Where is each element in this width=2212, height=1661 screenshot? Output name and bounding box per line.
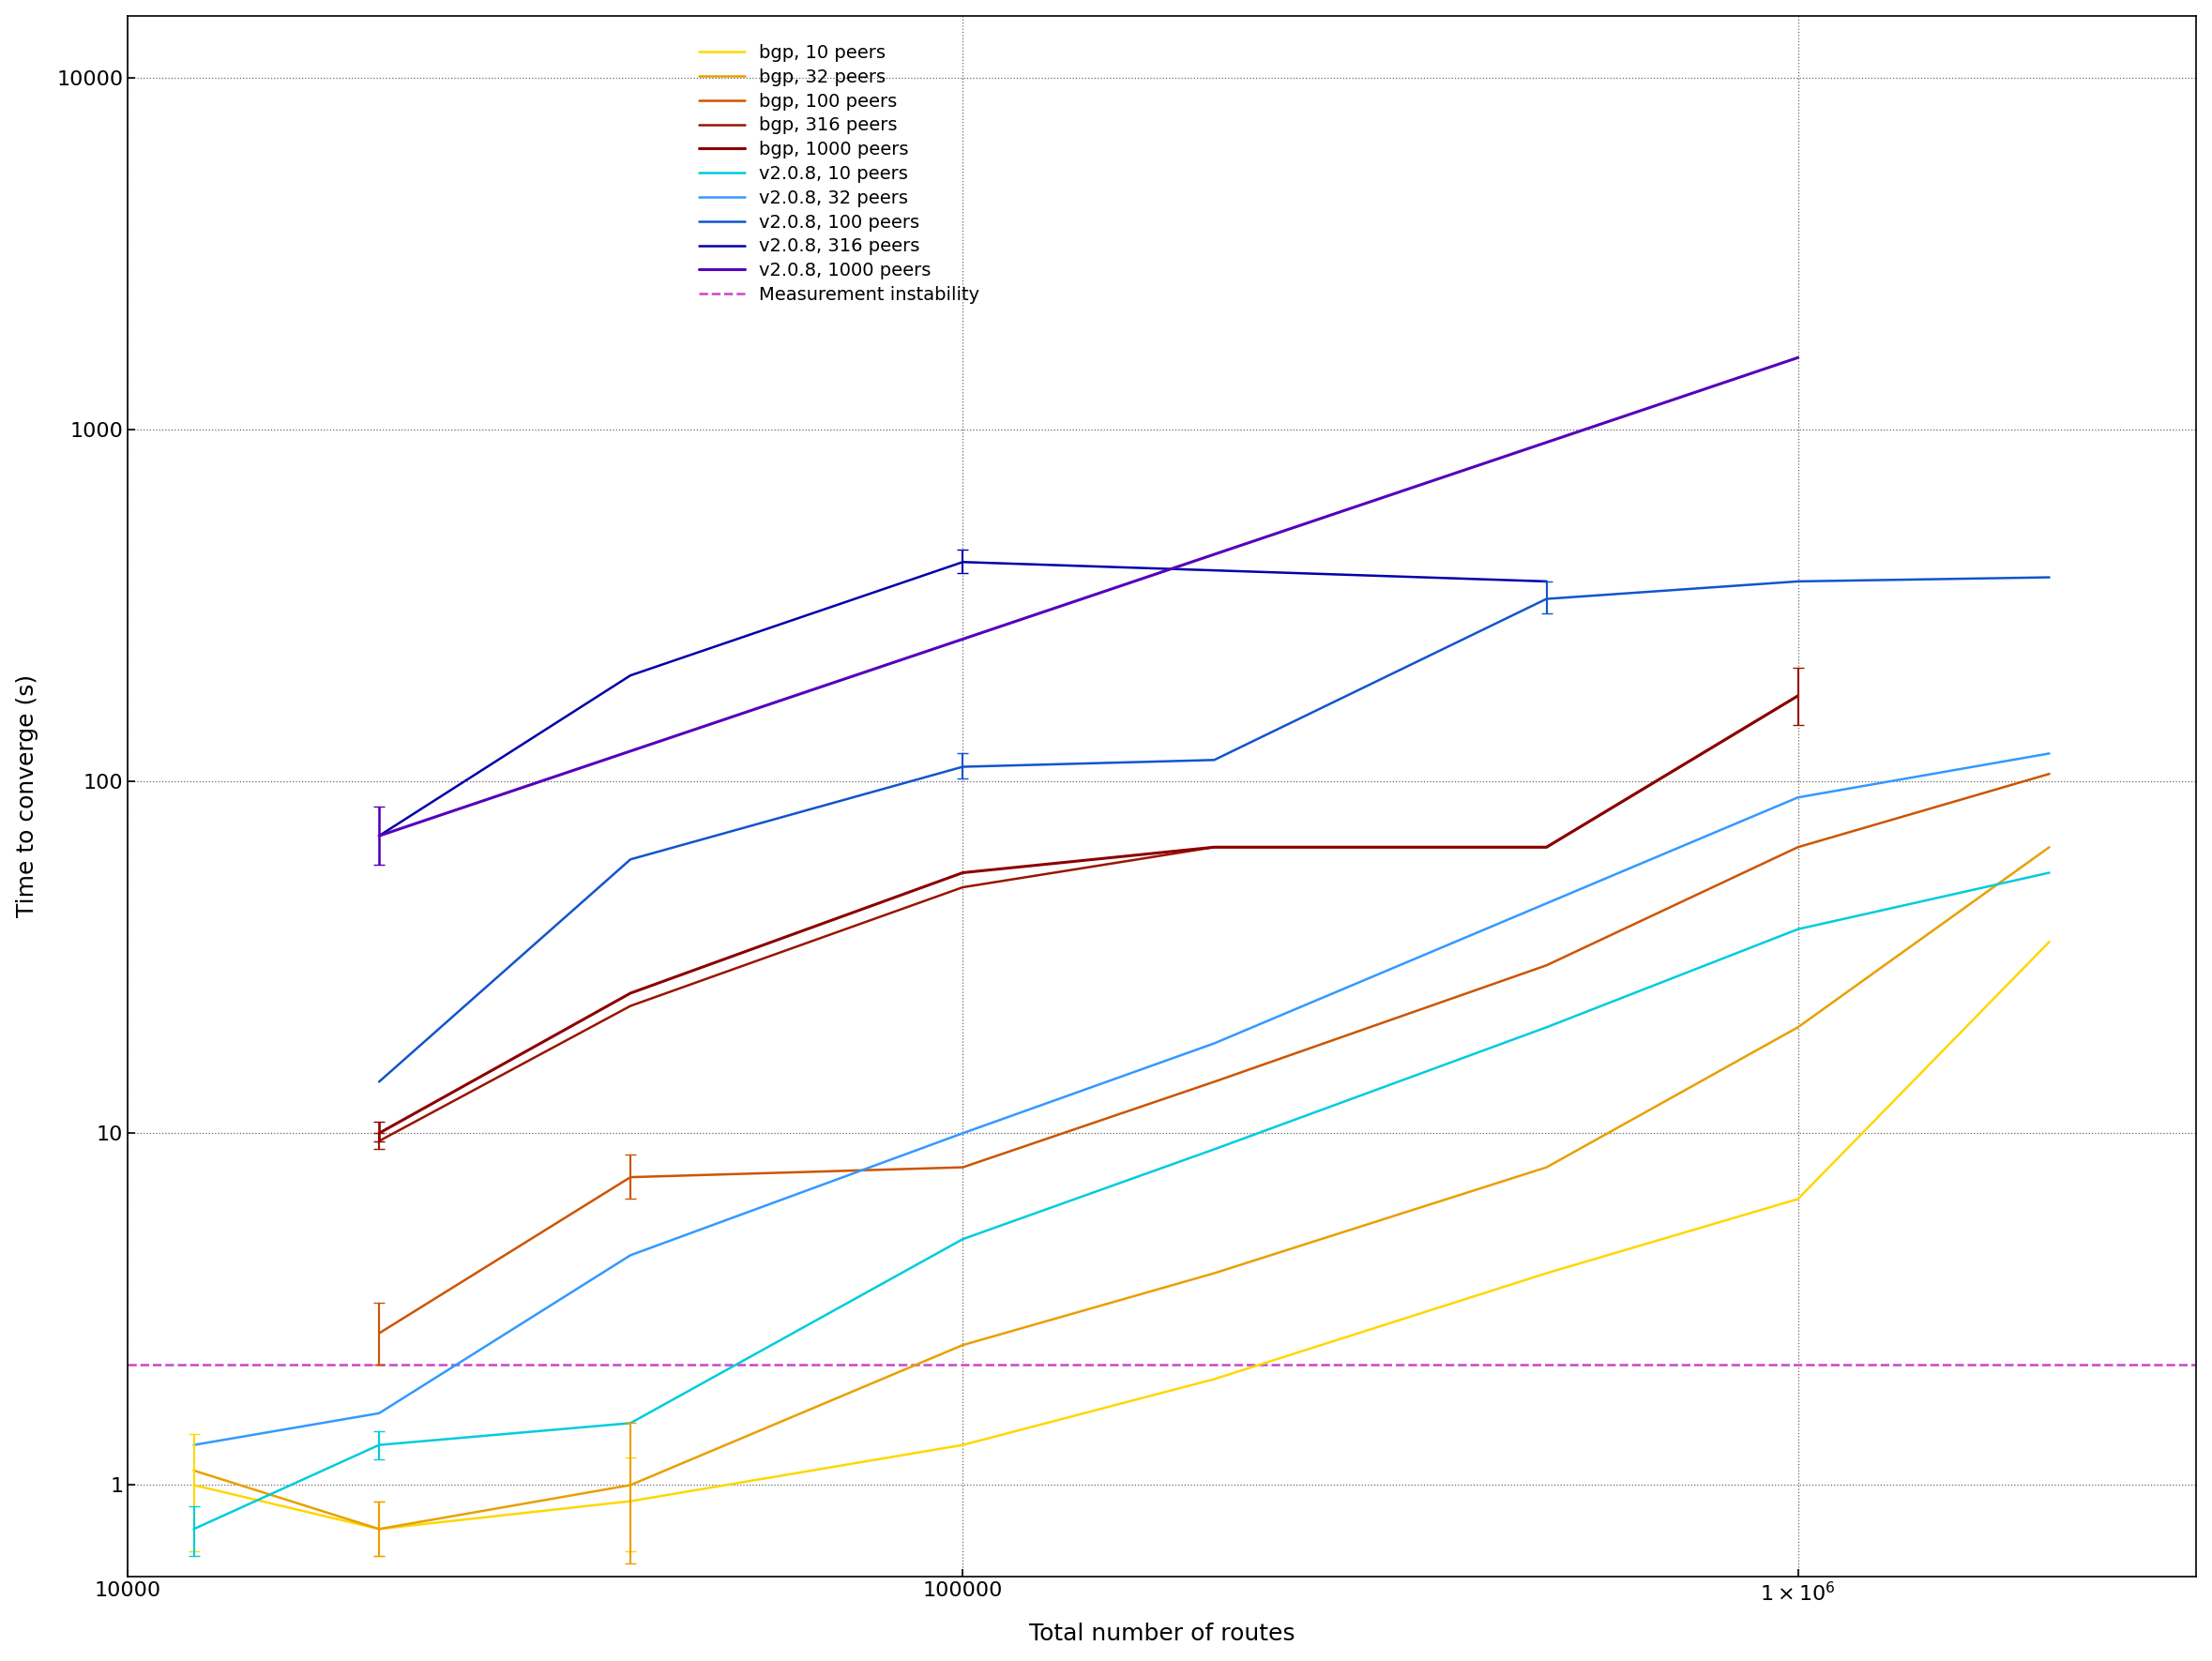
bgp, 32 peers [617, 1475, 644, 1495]
Line: v2.0.8, 10 peers: v2.0.8, 10 peers [195, 872, 2048, 1530]
Line: v2.0.8, 1000 peers: v2.0.8, 1000 peers [378, 357, 1798, 835]
v2.0.8, 32 peers [1785, 787, 1812, 807]
bgp, 100 peers [1201, 1071, 1228, 1091]
v2.0.8, 100 peers [1201, 751, 1228, 771]
bgp, 100 peers [1785, 837, 1812, 857]
bgp, 10 peers [2035, 932, 2062, 952]
Line: bgp, 100 peers: bgp, 100 peers [378, 774, 2048, 1334]
bgp, 10 peers [1785, 1189, 1812, 1209]
v2.0.8, 32 peers [365, 1404, 392, 1423]
bgp, 100 peers [2035, 764, 2062, 784]
Line: bgp, 1000 peers: bgp, 1000 peers [378, 696, 1798, 1133]
bgp, 316 peers [365, 1131, 392, 1151]
v2.0.8, 316 peers [949, 551, 975, 571]
v2.0.8, 100 peers [2035, 568, 2062, 588]
bgp, 316 peers [1785, 686, 1812, 706]
v2.0.8, 100 peers [949, 757, 975, 777]
v2.0.8, 316 peers [1533, 571, 1559, 591]
v2.0.8, 32 peers [617, 1246, 644, 1266]
v2.0.8, 32 peers [181, 1435, 208, 1455]
v2.0.8, 1000 peers [365, 826, 392, 845]
bgp, 100 peers [1533, 955, 1559, 975]
bgp, 32 peers [2035, 837, 2062, 857]
bgp, 32 peers [949, 1335, 975, 1355]
bgp, 316 peers [949, 877, 975, 897]
v2.0.8, 100 peers [1533, 590, 1559, 610]
v2.0.8, 316 peers [617, 666, 644, 686]
v2.0.8, 10 peers [617, 1414, 644, 1433]
bgp, 10 peers [1201, 1369, 1228, 1389]
bgp, 10 peers [365, 1520, 392, 1540]
v2.0.8, 100 peers [1785, 571, 1812, 591]
bgp, 32 peers [181, 1460, 208, 1480]
Line: bgp, 316 peers: bgp, 316 peers [378, 696, 1798, 1141]
bgp, 10 peers [617, 1492, 644, 1512]
v2.0.8, 10 peers [1533, 1017, 1559, 1036]
bgp, 32 peers [1533, 1158, 1559, 1178]
Line: bgp, 10 peers: bgp, 10 peers [195, 942, 2048, 1530]
v2.0.8, 10 peers [1201, 1139, 1228, 1159]
v2.0.8, 10 peers [949, 1229, 975, 1249]
bgp, 1000 peers [1785, 686, 1812, 706]
Line: v2.0.8, 32 peers: v2.0.8, 32 peers [195, 754, 2048, 1445]
bgp, 10 peers [1533, 1264, 1559, 1284]
v2.0.8, 32 peers [2035, 744, 2062, 764]
bgp, 1000 peers [949, 862, 975, 882]
v2.0.8, 32 peers [949, 1123, 975, 1143]
v2.0.8, 316 peers [365, 826, 392, 845]
bgp, 1000 peers [365, 1123, 392, 1143]
bgp, 32 peers [1785, 1017, 1812, 1036]
bgp, 1000 peers [1201, 837, 1228, 857]
Line: v2.0.8, 316 peers: v2.0.8, 316 peers [378, 561, 1546, 835]
Line: v2.0.8, 100 peers: v2.0.8, 100 peers [378, 578, 2048, 1081]
bgp, 1000 peers [617, 983, 644, 1003]
bgp, 100 peers [617, 1168, 644, 1188]
v2.0.8, 10 peers [181, 1520, 208, 1540]
X-axis label: Total number of routes: Total number of routes [1029, 1623, 1294, 1646]
bgp, 32 peers [365, 1520, 392, 1540]
v2.0.8, 32 peers [1533, 894, 1559, 914]
v2.0.8, 100 peers [617, 849, 644, 869]
bgp, 10 peers [181, 1475, 208, 1495]
bgp, 316 peers [617, 997, 644, 1017]
Y-axis label: Time to converge (s): Time to converge (s) [15, 674, 38, 917]
bgp, 100 peers [365, 1324, 392, 1344]
Legend: bgp, 10 peers, bgp, 32 peers, bgp, 100 peers, bgp, 316 peers, bgp, 1000 peers, v: bgp, 10 peers, bgp, 32 peers, bgp, 100 p… [692, 37, 987, 311]
bgp, 32 peers [1201, 1264, 1228, 1284]
bgp, 316 peers [1201, 837, 1228, 857]
v2.0.8, 10 peers [365, 1435, 392, 1455]
v2.0.8, 32 peers [1201, 1033, 1228, 1053]
bgp, 1000 peers [1533, 837, 1559, 857]
bgp, 100 peers [949, 1158, 975, 1178]
v2.0.8, 10 peers [2035, 862, 2062, 882]
v2.0.8, 1000 peers [1785, 347, 1812, 367]
v2.0.8, 10 peers [1785, 919, 1812, 938]
bgp, 316 peers [1533, 837, 1559, 857]
Line: bgp, 32 peers: bgp, 32 peers [195, 847, 2048, 1530]
v2.0.8, 100 peers [365, 1071, 392, 1091]
bgp, 10 peers [949, 1435, 975, 1455]
